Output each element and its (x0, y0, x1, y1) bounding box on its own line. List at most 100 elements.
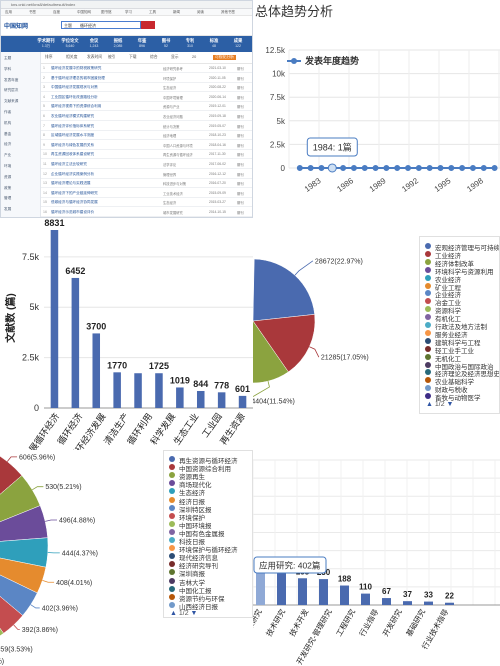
toolbar-item[interactable]: 综合 (150, 55, 158, 59)
sidebar-item[interactable]: 管理 (4, 196, 12, 201)
table-row[interactable]: 6 农业循环经济模式构建研究 农业经济问题 2019-09-18 期刊 (41, 112, 252, 121)
tab-2[interactable]: 学位论文 5,640 (57, 38, 83, 50)
bookmark-link[interactable]: 学习 (125, 10, 132, 14)
row-source[interactable]: 环境保护 (163, 76, 177, 81)
toolbar-item[interactable]: 发表时间 (87, 55, 103, 59)
row-title[interactable]: 农业循环经济模式构建研究 (51, 114, 95, 118)
table-row[interactable]: 3 中国循环经济发展现状与对策 生态经济 2020-08-22 期刊 (41, 83, 252, 93)
sidebar-item[interactable]: 研究层次 (4, 88, 19, 93)
tab-1[interactable]: 学术期刊 1.3万 (33, 38, 59, 50)
search-button[interactable] (141, 21, 155, 29)
bookmark-link[interactable]: 阅读 (197, 10, 204, 14)
tab-6[interactable]: 图书 52 (153, 38, 179, 50)
legend-pager[interactable]: ▲ 1/2 ▼ (426, 401, 453, 408)
tab-3[interactable]: 会议 1,243 (81, 38, 107, 50)
row-title[interactable]: 基于循环经济理念的城市固废处理 (51, 75, 105, 80)
sidebar-item[interactable]: 发表年度 (4, 77, 19, 82)
table-row[interactable]: 15 低碳经济与循环经济协同发展 生态经济 2015-03-27 期刊 (41, 198, 252, 208)
sidebar-item[interactable]: 政策 (4, 185, 12, 190)
toolbar-item[interactable]: 被引 (108, 55, 116, 59)
table-row[interactable]: 11 循环经济立法比较研究 法学评论 2017-06-02 期刊 (41, 160, 252, 169)
legend-pager[interactable]: ▲ 1/2 ▼ (170, 610, 197, 617)
row-title[interactable]: 循环经济示范城市建设评价 (51, 210, 95, 214)
row-title[interactable]: 循环经济发展中的财税政策研究 (51, 66, 102, 70)
table-row[interactable]: 5 循环经济视角下的资源综合利用 资源与产业 2019-12-01 期刊 (41, 102, 252, 112)
row-source[interactable]: 工业技术经济 (163, 191, 183, 196)
tab-7[interactable]: 专利 310 (177, 38, 203, 50)
tab-5[interactable]: 年鉴 896 (129, 38, 155, 50)
bookmark-link[interactable]: 书签 (29, 10, 36, 14)
row-title[interactable]: 循环经济下的产业链延伸研究 (51, 190, 98, 195)
sidebar-item[interactable]: 环境 (4, 164, 12, 168)
row-title[interactable]: 循环经济视角下的资源综合利用 (51, 104, 102, 109)
row-title[interactable]: 循环经济评价指标体系研究 (51, 123, 95, 128)
pager-up-icon[interactable]: ▲ (170, 609, 179, 617)
sidebar-item[interactable]: 学科 (4, 66, 12, 71)
sidebar-item[interactable]: 经济 (4, 142, 12, 147)
pager-down-icon[interactable]: ▼ (444, 401, 454, 408)
row-title[interactable]: 工业园区循环化改造路径分析 (51, 94, 98, 99)
sidebar-item[interactable]: 文献来源 (4, 99, 19, 104)
toolbar-item[interactable]: 20 (192, 55, 197, 59)
sidebar-item[interactable]: 基金 (4, 131, 12, 136)
row-title[interactable]: 低碳经济与循环经济协同发展 (51, 200, 98, 205)
table-row[interactable]: 14 循环经济下的产业链延伸研究 工业技术经济 2015-09-09 期刊 (41, 189, 252, 198)
table-row[interactable]: 2 基于循环经济理念的城市固废处理 环境保护 2020-11-05 期刊 (41, 74, 252, 83)
address-bar[interactable]: kns.cnki.net/kns8/defaultresult/index (1, 1, 252, 9)
row-source[interactable]: 生态经济 (163, 86, 177, 91)
table-row[interactable]: 4 工业园区循环化改造路径分析 中国环境管理 2020-06-14 期刊 (41, 93, 252, 102)
row-source[interactable]: 统计与决策 (163, 124, 180, 129)
row-source[interactable]: 中国环境管理 (163, 95, 183, 100)
bookmark-link[interactable]: 百度 (53, 10, 60, 14)
row-title[interactable]: 循环经济理论与实践进展 (51, 181, 91, 186)
toolbar-item[interactable]: 可视化分析 (213, 55, 236, 60)
sidebar-item[interactable]: 产业 (4, 153, 12, 158)
sidebar-item[interactable]: 机构 (4, 120, 12, 125)
sidebar-item[interactable]: 主题 (4, 56, 12, 60)
table-row[interactable]: 12 企业循环经济实践案例分析 管理世界 2016-12-12 期刊 (41, 170, 252, 179)
sidebar-item[interactable]: 作者 (4, 110, 12, 114)
toolbar-item[interactable]: 下载 (129, 55, 137, 59)
row-title[interactable]: 区域循环经济发展水平测度 (51, 133, 95, 138)
bookmark-link[interactable]: 其他书签 (221, 10, 235, 14)
sidebar-item[interactable]: 发展 (4, 207, 12, 212)
table-row[interactable]: 7 循环经济评价指标体系研究 统计与决策 2019-05-07 期刊 (41, 122, 252, 131)
bookmark-link[interactable]: 新闻 (173, 10, 180, 14)
toolbar-item[interactable]: 显示 (171, 55, 179, 59)
table-row[interactable]: 1 循环经济发展中的财税政策研究 经济研究参考 2021-03-10 期刊 (41, 64, 252, 73)
row-title[interactable]: 循环经济与绿色发展的关系 (51, 142, 95, 147)
row-source[interactable]: 经济地理 (163, 134, 177, 139)
search-value[interactable]: 循环经济 (80, 23, 96, 28)
table-row[interactable]: 13 循环经济理论与实践进展 科技进步与对策 2016-07-20 期刊 (41, 179, 252, 189)
toolbar-item[interactable]: 相关度 (66, 55, 78, 59)
cnki-logo[interactable]: 中国知网 (4, 24, 29, 30)
bookmark-link[interactable]: 应用 (5, 10, 12, 14)
row-source[interactable]: 生态经济 (163, 201, 177, 206)
row-title[interactable]: 再生资源回收体系建设研究 (51, 152, 95, 157)
bookmark-link[interactable]: 图书馆 (101, 10, 112, 14)
row-source[interactable]: 再生资源与循环经济 (163, 153, 193, 158)
sidebar-item[interactable]: 资源 (4, 174, 12, 179)
pager-down-icon[interactable]: ▼ (188, 609, 198, 617)
tab-8[interactable]: 标准 48 (201, 38, 227, 50)
row-source[interactable]: 农业经济问题 (163, 115, 183, 119)
row-title[interactable]: 企业循环经济实践案例分析 (51, 171, 95, 176)
search-input[interactable]: 主题 循环经济 (61, 21, 141, 29)
table-row[interactable]: 9 循环经济与绿色发展的关系 中国人口资源与环境 2018-04-16 期刊 (41, 141, 252, 150)
row-source[interactable]: 管理世界 (163, 172, 177, 177)
pager-up-icon[interactable]: ▲ (426, 401, 435, 408)
row-title[interactable]: 循环经济立法比较研究 (51, 162, 87, 166)
bookmark-link[interactable]: 中国知网 (77, 10, 91, 14)
row-source[interactable]: 城市发展研究 (163, 211, 183, 215)
bookmark-link[interactable]: 工具 (149, 10, 156, 14)
row-source[interactable]: 法学评论 (163, 163, 177, 167)
table-row[interactable]: 10 再生资源回收体系建设研究 再生资源与循环经济 2017-11-30 期刊 (41, 150, 252, 160)
tab-9[interactable]: 成果 122 (225, 38, 251, 50)
row-source[interactable]: 经济研究参考 (163, 67, 183, 71)
row-source[interactable]: 资源与产业 (163, 105, 180, 110)
row-title[interactable]: 中国循环经济发展现状与对策 (51, 85, 98, 90)
search-field-select[interactable]: 主题 (64, 23, 72, 28)
url-text[interactable]: kns.cnki.net/kns8/defaultresult/index (11, 2, 76, 7)
row-source[interactable]: 中国人口资源与环境 (163, 143, 193, 148)
row-source[interactable]: 科技进步与对策 (163, 182, 187, 187)
